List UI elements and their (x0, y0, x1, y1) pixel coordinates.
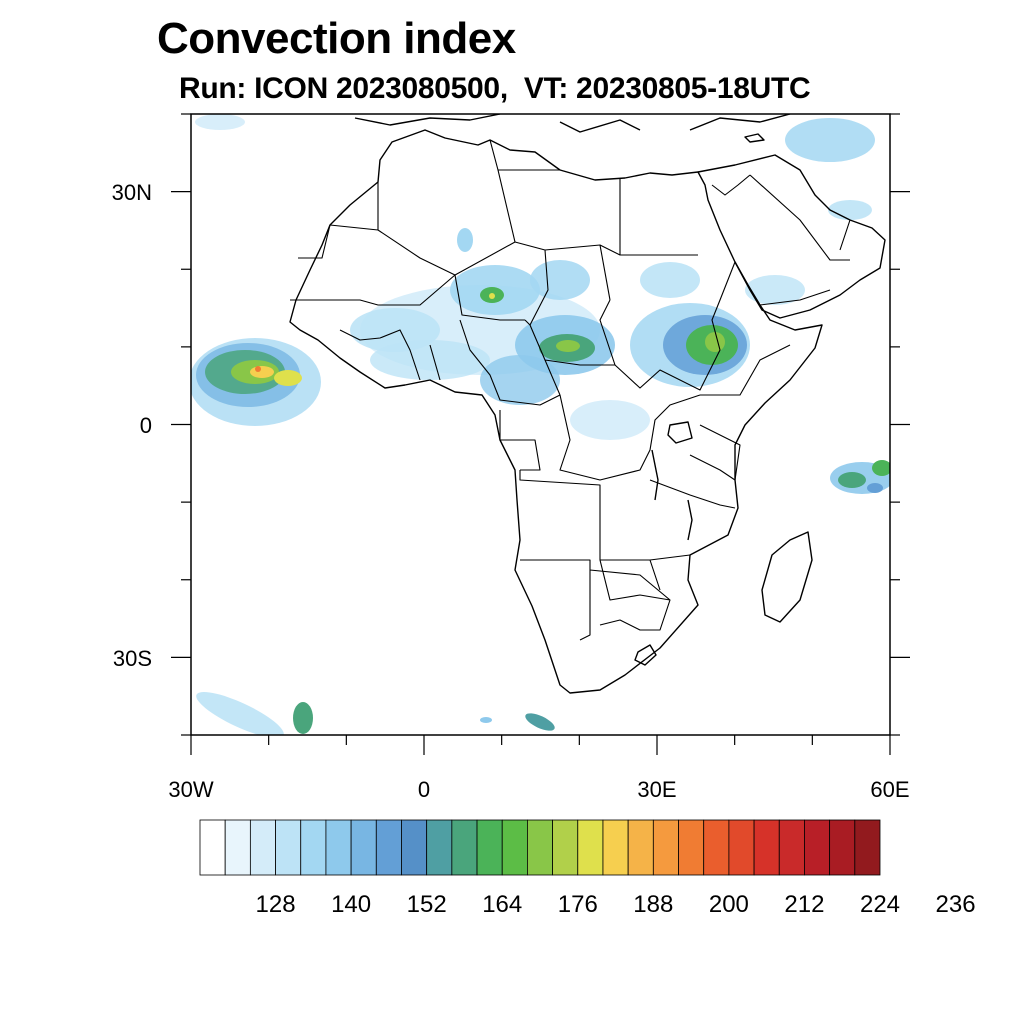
colorbar-swatch (451, 819, 478, 876)
colorbar-swatch (552, 819, 579, 876)
sahel-borders (290, 241, 549, 326)
lake-tanganyika (651, 449, 659, 501)
colorbar-swatch (224, 819, 251, 876)
cyprus (744, 133, 765, 143)
colorbar-label: 152 (407, 891, 447, 918)
colorbar-swatch (854, 819, 881, 876)
map-subtitle: Run: ICON 2023080500, VT: 20230805-18UTC (179, 72, 811, 105)
sudan-borders (599, 261, 736, 391)
maghreb-borders (298, 139, 516, 276)
africa-coastline (289, 129, 823, 694)
shading-atlantic-cluster (191, 338, 321, 426)
colorbar-swatch (300, 819, 327, 876)
lake-victoria (667, 421, 693, 444)
shading-indian-ocean (830, 460, 890, 494)
lat-label-30s: 30S (113, 646, 152, 671)
lat-axis-labels: 30N 0 30S (112, 180, 152, 671)
colorbar-swatch (401, 819, 428, 876)
colorbar-label: 212 (784, 891, 824, 918)
lat-label-0: 0 (140, 413, 152, 438)
lon-label-0: 0 (418, 777, 430, 802)
colorbar-swatch (501, 819, 528, 876)
country-borders (290, 139, 851, 641)
shading-central-africa (515, 260, 650, 440)
colorbar-label: 140 (331, 891, 371, 918)
east-africa-borders (649, 344, 791, 509)
colorbar-swatch (778, 819, 805, 876)
colorbar: 128 140 152 164 176 188 200 212 224 236 (199, 819, 976, 918)
colorbar-swatch (199, 819, 226, 876)
colorbar-swatch (678, 819, 705, 876)
lon-axis-labels: 30W 0 30E 60E (168, 777, 909, 802)
colorbar-swatch (577, 819, 604, 876)
colorbar-label: 236 (936, 891, 976, 918)
lon-label-30e: 30E (637, 777, 676, 802)
arabia-coastline (697, 154, 886, 319)
coastlines (289, 114, 886, 694)
madagascar-coastline (761, 531, 813, 623)
colorbar-label: 200 (709, 891, 749, 918)
colorbar-swatch (476, 819, 503, 876)
colorbar-swatch (375, 819, 402, 876)
colorbar-swatch (527, 819, 553, 876)
colorbar-label: 224 (860, 891, 900, 918)
lon-label-60e: 60E (870, 777, 909, 802)
shading-arabia (195, 114, 875, 220)
colorbar-swatch (602, 819, 629, 876)
lesotho (634, 644, 657, 666)
colorbar-swatch (728, 819, 755, 876)
mediterranean-north-coast (354, 114, 791, 133)
shading-southern-ocean (196, 691, 555, 735)
lat-label-30n: 30N (112, 180, 152, 205)
map-title: Convection index (157, 14, 516, 63)
colorbar-swatch (627, 819, 654, 876)
colorbar-swatch (275, 819, 302, 876)
arabia-borders (711, 174, 851, 306)
libya-egypt-borders (498, 169, 698, 301)
southern-africa-borders (519, 470, 691, 641)
colorbar-label: 188 (633, 891, 673, 918)
lon-label-30w: 30W (168, 777, 213, 802)
colorbar-label: 164 (482, 891, 522, 918)
colorbar-swatch (703, 819, 730, 876)
colorbar-swatch (652, 819, 679, 876)
colorbar-label: 176 (558, 891, 598, 918)
lake-malawi (687, 499, 693, 541)
colorbar-swatch (829, 819, 856, 876)
colorbar-swatch (325, 819, 352, 876)
axis-ticks (171, 113, 910, 755)
colorbar-swatch (249, 819, 276, 876)
colorbar-swatch (426, 819, 453, 876)
colorbar-swatch (804, 819, 831, 876)
colorbar-swatch (350, 819, 377, 876)
central-africa-borders (499, 324, 701, 481)
convection-shading (191, 114, 890, 735)
shading-ethiopia (630, 262, 805, 387)
west-africa-borders (339, 319, 561, 406)
colorbar-label: 128 (256, 891, 296, 918)
colorbar-swatch (753, 819, 780, 876)
